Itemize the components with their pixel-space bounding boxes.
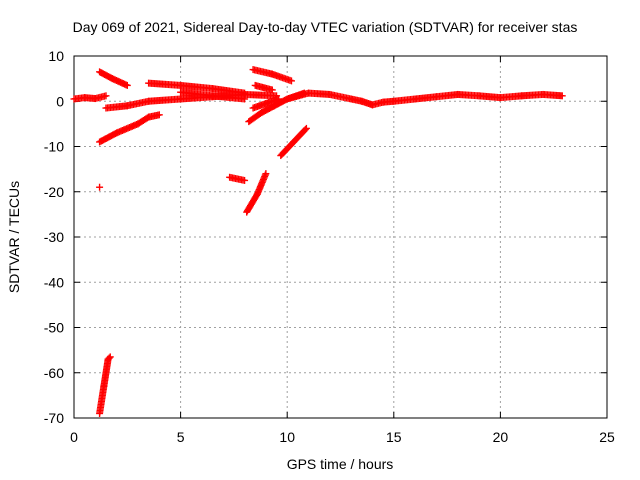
data-point xyxy=(96,183,104,191)
x-tick-label: 10 xyxy=(279,429,295,445)
x-tick-label: 15 xyxy=(386,429,402,445)
data-point xyxy=(275,95,283,103)
data-point xyxy=(262,170,270,178)
data-point xyxy=(106,353,114,361)
data-point xyxy=(105,354,113,362)
y-tick-label: -20 xyxy=(44,184,64,200)
data-marks xyxy=(70,66,566,417)
x-tick-label: 20 xyxy=(493,429,509,445)
data-point xyxy=(558,92,566,100)
y-axis-label: SDTVAR / TECUs xyxy=(6,181,22,293)
y-tick-label: -60 xyxy=(44,365,64,381)
data-point xyxy=(287,77,295,85)
data-point xyxy=(241,95,249,103)
y-tick-label: -70 xyxy=(44,410,64,426)
data-point xyxy=(241,176,249,184)
data-point xyxy=(301,126,309,134)
chart-title: Day 069 of 2021, Sidereal Day-to-day VTE… xyxy=(73,19,578,35)
grid xyxy=(74,56,607,418)
y-tick-label: -40 xyxy=(44,274,64,290)
y-tick-label: -10 xyxy=(44,139,64,155)
data-point xyxy=(123,81,131,89)
x-tick-label: 5 xyxy=(177,429,185,445)
data-point xyxy=(102,92,110,100)
x-axis-label: GPS time / hours xyxy=(287,456,394,472)
data-point xyxy=(268,86,276,94)
y-tick-label: -50 xyxy=(44,320,64,336)
x-tick-label: 25 xyxy=(599,429,615,445)
y-tick-label: 0 xyxy=(56,93,64,109)
data-point xyxy=(241,89,249,97)
x-tick-label: 0 xyxy=(70,429,78,445)
y-tick-label: 10 xyxy=(48,48,64,64)
y-tick-label: -30 xyxy=(44,229,64,245)
data-point xyxy=(155,111,163,119)
data-point xyxy=(302,124,310,132)
axis-ticks: 0 5 10 15 20 25 10 0 -10 -20 -30 -40 -50 -60 -70 xyxy=(44,48,615,445)
